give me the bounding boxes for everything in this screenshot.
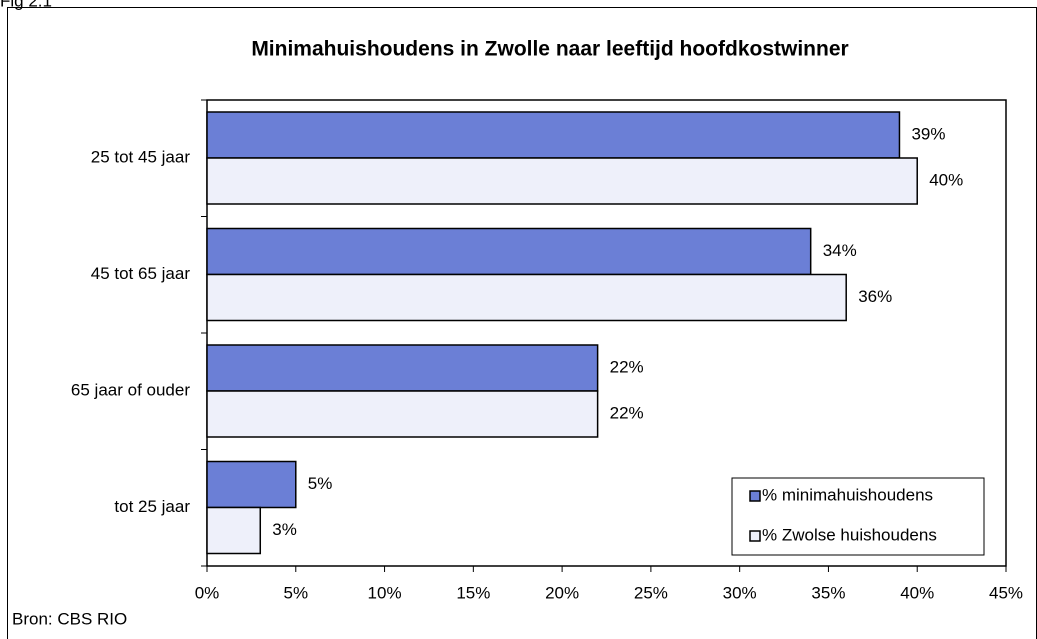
x-tick-label: 10% [368, 583, 402, 602]
y-tick-label: 65 jaar of ouder [71, 381, 190, 400]
x-tick-label: 45% [989, 583, 1023, 602]
y-tick-label: 45 tot 65 jaar [91, 264, 191, 283]
data-label: 3% [272, 520, 297, 539]
legend-box [731, 477, 985, 556]
legend-label: % Zwolse huishoudens [762, 525, 937, 544]
data-label: 40% [929, 170, 963, 189]
x-tick-label: 40% [900, 583, 934, 602]
x-tick-label: 15% [456, 583, 490, 602]
y-tick-label: 25 tot 45 jaar [91, 148, 191, 167]
bar [206, 390, 599, 438]
x-tick-label: 30% [723, 583, 757, 602]
bar [206, 227, 812, 276]
chart-title: Minimahuishoudens in Zwolle naar leeftij… [251, 38, 848, 61]
bar [206, 344, 599, 392]
bar [206, 460, 297, 509]
bar [206, 273, 847, 322]
bar [206, 111, 901, 159]
data-label: 5% [308, 474, 333, 493]
bar [206, 157, 918, 205]
data-label: 22% [610, 403, 644, 422]
x-tick-label: 5% [283, 583, 308, 602]
data-label: 36% [858, 287, 892, 306]
data-label: 39% [911, 124, 945, 143]
x-tick-label: 35% [811, 583, 845, 602]
data-label: 22% [610, 357, 644, 376]
source-note: Bron: CBS RIO [12, 609, 127, 628]
legend-swatch [749, 490, 761, 502]
x-tick-label: 25% [634, 583, 668, 602]
data-label: 34% [823, 241, 857, 260]
y-tick-label: tot 25 jaar [114, 497, 190, 516]
x-tick-label: 0% [195, 583, 220, 602]
legend-swatch [749, 530, 761, 542]
figure-label: Fig 2.1 [0, 0, 52, 10]
legend-label: % minimahuishoudens [762, 485, 933, 504]
bar [206, 506, 262, 555]
x-tick-label: 20% [545, 583, 579, 602]
